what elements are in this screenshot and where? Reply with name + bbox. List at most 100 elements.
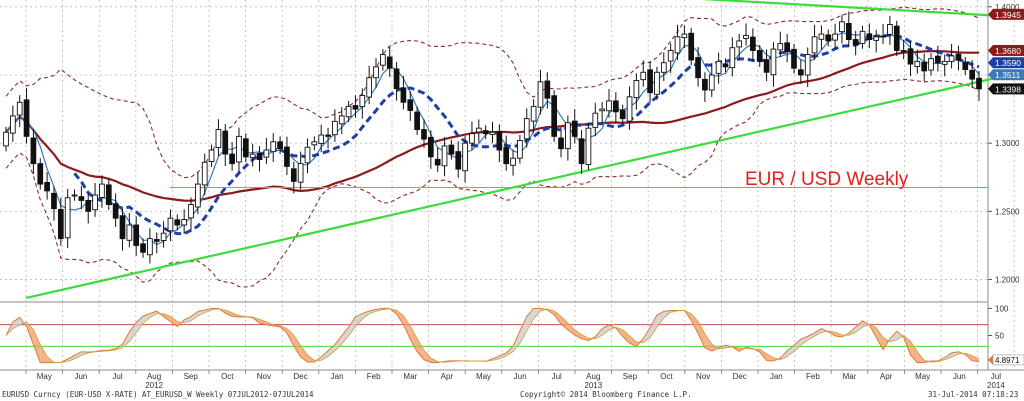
price-value-box	[993, 57, 1024, 69]
candle-body	[338, 115, 345, 125]
oscillator-fill	[519, 316, 527, 344]
candle-body	[530, 105, 537, 122]
oscillator-fill	[321, 350, 329, 361]
month-label: Mar	[843, 372, 857, 381]
oscillator-fill	[286, 328, 294, 346]
candle-body	[688, 32, 695, 61]
price-tick-label: 1.2500	[995, 207, 1020, 216]
candle-body	[976, 77, 982, 90]
candle-body	[544, 80, 551, 99]
month-label: Oct	[221, 372, 234, 381]
candle-body	[928, 58, 934, 71]
month-label: Sep	[623, 372, 638, 381]
footer-copyright: Copyright© 2014 Bloomberg Finance L.P.	[520, 390, 692, 399]
oscillator-fill	[369, 309, 377, 314]
candle-body	[119, 215, 126, 240]
candle-body	[811, 36, 818, 54]
candle-body	[715, 60, 722, 74]
month-label: Nov	[696, 372, 710, 381]
candle-body	[852, 39, 859, 46]
oscillator-fill	[410, 325, 418, 352]
candle-body	[647, 69, 653, 94]
oscillator-fill	[341, 326, 349, 344]
oscillator-fill	[698, 321, 705, 348]
candle-body	[414, 111, 420, 130]
oscillator-fill	[129, 322, 137, 342]
candle-body	[969, 69, 975, 80]
oscillator-fill	[889, 331, 897, 342]
oscillator-fill	[40, 344, 48, 363]
falling-trendline	[700, 0, 1009, 18]
candle-body	[105, 184, 112, 205]
oscillator-fill	[225, 310, 233, 317]
candle-body	[763, 59, 770, 73]
oscillator-fill	[574, 329, 582, 339]
month-label: Mar	[403, 372, 417, 381]
oscillator-tick-label: 50	[995, 332, 1004, 341]
candle-body	[229, 153, 235, 165]
candle-body	[195, 183, 201, 208]
candle-body	[469, 133, 475, 144]
oscillator-fill	[423, 350, 431, 363]
support-lines	[25, 0, 1009, 300]
oscillator-fill	[191, 311, 198, 321]
oscillator-fill	[876, 327, 884, 350]
candle-body	[612, 100, 619, 113]
price-value-pointer	[988, 69, 993, 81]
candle-body	[16, 101, 23, 116]
oscillator-fill	[293, 335, 301, 358]
oscillator-fill	[554, 310, 562, 325]
price-tick-label: 1.4000	[995, 3, 1020, 12]
candles	[3, 11, 982, 264]
oscillator-fill	[561, 316, 568, 330]
oscillator-fill	[348, 316, 356, 336]
candle-body	[290, 168, 297, 182]
month-label: Jun	[74, 372, 87, 381]
candle-body	[784, 42, 790, 53]
candle-body	[722, 63, 729, 68]
month-label: Jul	[991, 372, 1001, 381]
oscillator-fill	[328, 344, 335, 357]
oscillator-value-box	[992, 354, 1024, 366]
candle-body	[674, 36, 681, 54]
candle-body	[23, 99, 30, 137]
month-label: Apr	[441, 372, 454, 381]
candle-body	[955, 53, 962, 61]
oscillator-fill	[170, 316, 178, 327]
oscillator-fill	[67, 355, 75, 362]
rising-trendline	[25, 73, 1009, 300]
month-label: May	[37, 372, 52, 381]
oscillator-fill	[149, 310, 157, 318]
month-label: Jul	[552, 372, 562, 381]
price-value-pointer	[988, 8, 993, 20]
oscillator-fill	[136, 316, 144, 333]
candle-body	[71, 194, 78, 197]
candle-body	[366, 77, 373, 98]
candle-body	[140, 243, 146, 253]
candle-body	[804, 54, 811, 76]
candle-body	[654, 71, 660, 95]
candle-body	[297, 163, 304, 183]
candle-body	[640, 71, 647, 81]
candle-body	[873, 36, 880, 41]
month-label: Jan	[331, 372, 344, 381]
candle-body	[92, 194, 98, 211]
oscillator-fill	[513, 331, 520, 352]
oscillator-fill	[807, 332, 815, 341]
candle-body	[736, 40, 743, 48]
candle-body	[215, 129, 222, 148]
month-label: Feb	[367, 372, 381, 381]
oscillator-fill	[602, 324, 609, 336]
year-label: 2012	[145, 381, 163, 388]
candle-body	[750, 36, 756, 51]
oscillator-fill	[855, 320, 863, 333]
candle-body	[708, 74, 715, 91]
candle-body	[743, 35, 749, 39]
candle-body	[181, 219, 188, 226]
candle-body	[201, 161, 208, 186]
price-value-label: 1.3511	[995, 70, 1021, 80]
candle-body	[702, 78, 708, 91]
candle-body	[10, 115, 16, 134]
candle-body	[907, 48, 914, 65]
candle-body	[78, 196, 85, 201]
